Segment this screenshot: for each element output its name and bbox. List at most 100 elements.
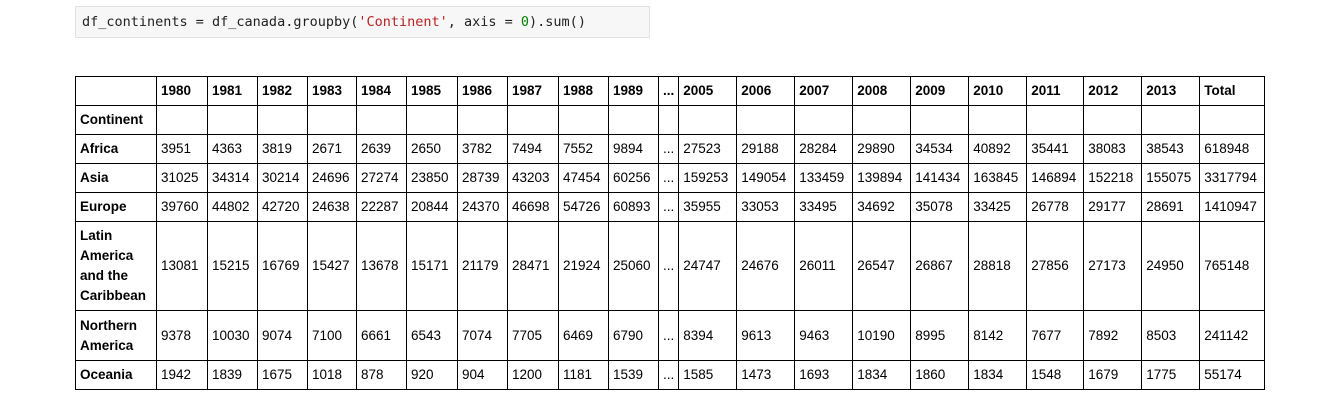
table-cell: 27274 [356,163,407,193]
index-row-empty-cell [1026,105,1085,135]
column-header: 1981 [207,76,258,106]
column-header: 1983 [307,76,357,106]
column-header-row: 1980 1981 1982 1983 1984 1985 1986 1987 1988 1989… [75,76,1266,106]
table-cell: 27523 [678,134,738,164]
index-row-empty-cell [794,105,854,135]
table-cell: 35441 [1026,134,1085,164]
table-cell: 3951 [156,134,208,164]
table-cell: 6790 [608,310,659,361]
table-cell: 13678 [356,221,407,311]
index-row-empty-cell [968,105,1028,135]
column-header: 2009 [910,76,970,106]
code-input-cell[interactable]: df_continents = df_canada.groupby('Conti… [75,6,650,38]
code-string-literal: 'Continent' [358,14,448,30]
table-cell: 46698 [507,192,559,222]
index-name-row: Continent [75,105,1266,135]
table-cell: 29890 [852,134,912,164]
index-row-empty-cell [507,105,559,135]
table-row: Africa 3951 4363 3819 2671 2639 2650 3782 7494 75… [75,134,1266,164]
table-cell: 23850 [406,163,458,193]
table-cell: 7892 [1083,310,1143,361]
column-header: 2013 [1141,76,1201,106]
index-row-empty-cell [1199,105,1266,135]
table-cell: 920 [406,360,458,390]
table-cell: 149054 [736,163,796,193]
table-cell: 765148 [1199,221,1266,311]
table-row: Oceania 1942 1839 1675 1018 878 920 904 1200 1181… [75,360,1266,390]
table-cell: 13081 [156,221,208,311]
table-cell: 24950 [1141,221,1201,311]
table-cell: 24696 [307,163,357,193]
table-cell: 1181 [558,360,609,390]
table-cell: 1860 [910,360,970,390]
index-row-empty-cell [1083,105,1143,135]
code-text: , axis = [447,14,521,30]
table-row: Asia 31025 34314 30214 24696 27274 23850 28739 4… [75,163,1266,193]
table-cell: 60893 [608,192,659,222]
code-text: df_continents = df_canada.groupby( [82,14,359,30]
table-cell: 28471 [507,221,559,311]
table-cell: 28818 [968,221,1028,311]
table-cell: 24676 [736,221,796,311]
table-cell: 1018 [307,360,357,390]
table-cell: 1775 [1141,360,1201,390]
table-cell: 9378 [156,310,208,361]
table-cell: 38083 [1083,134,1143,164]
table-cell: 35955 [678,192,738,222]
column-header: 1989 [608,76,659,106]
column-header: 2010 [968,76,1028,106]
index-row-empty-cell [406,105,458,135]
table-cell: 38543 [1141,134,1201,164]
table-cell: 39760 [156,192,208,222]
ellipsis-cell: ... [657,310,680,361]
table-cell: 241142 [1199,310,1266,361]
table-cell: 25060 [608,221,659,311]
table-cell: 42720 [257,192,308,222]
table-cell: 8503 [1141,310,1201,361]
table-cell: 27856 [1026,221,1085,311]
table-row: Latin America and the Caribbean 13081 1521… [75,221,1266,311]
table-cell: 10030 [207,310,258,361]
column-header-ellipsis: ... [657,76,680,106]
table-cell: 9074 [257,310,308,361]
table-cell: 8995 [910,310,970,361]
table-cell: 7100 [307,310,357,361]
table-cell: 141434 [910,163,970,193]
table-cell: 44802 [207,192,258,222]
table-cell: 33053 [736,192,796,222]
table-cell: 1410947 [1199,192,1266,222]
table-cell: 28284 [794,134,854,164]
table-cell: 878 [356,360,407,390]
table-cell: 26867 [910,221,970,311]
table-cell: 7705 [507,310,559,361]
column-header: 1982 [257,76,308,106]
ellipsis-cell: ... [657,221,680,311]
row-label: Asia [75,163,157,193]
table-cell: 21924 [558,221,609,311]
table-cell: 34534 [910,134,970,164]
table-cell: 1473 [736,360,796,390]
table-cell: 159253 [678,163,738,193]
column-header: 2005 [678,76,738,106]
table-cell: 6661 [356,310,407,361]
table-cell: 27173 [1083,221,1143,311]
column-header: 1988 [558,76,609,106]
table-cell: 1200 [507,360,559,390]
column-header: 1987 [507,76,559,106]
row-label: Northern America [75,310,157,361]
table-cell: 1942 [156,360,208,390]
table-cell: 28691 [1141,192,1201,222]
index-name: Continent [75,105,157,135]
table-cell: 146894 [1026,163,1085,193]
table-cell: 155075 [1141,163,1201,193]
table-cell: 60256 [608,163,659,193]
table-cell: 1548 [1026,360,1085,390]
column-header: 2012 [1083,76,1143,106]
ellipsis-cell: ... [657,192,680,222]
table-cell: 6543 [406,310,458,361]
index-row-empty-cell [1141,105,1201,135]
table-cell: 133459 [794,163,854,193]
code-text: ).sum() [529,14,586,30]
table-cell: 9894 [608,134,659,164]
